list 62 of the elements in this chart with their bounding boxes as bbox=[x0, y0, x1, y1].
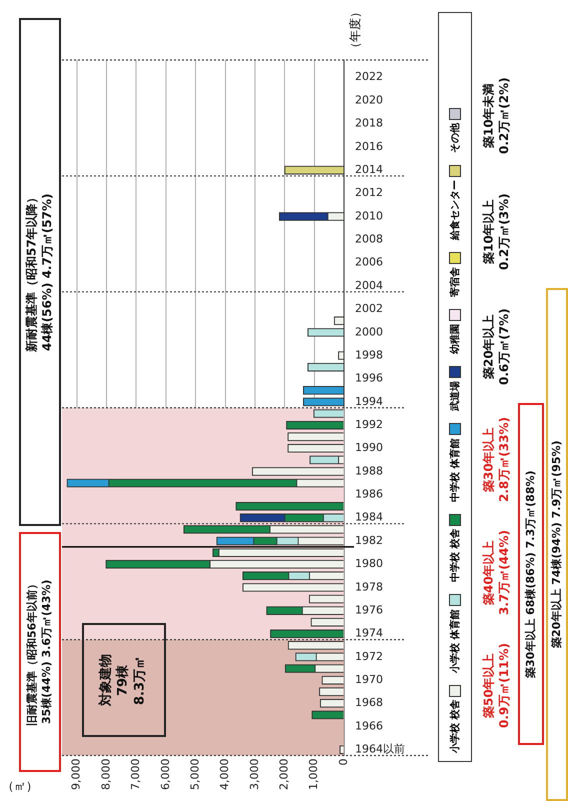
y-tick-label: 2010 bbox=[355, 209, 384, 222]
y-tick-label: 1980 bbox=[355, 557, 384, 570]
y-tick-label: 2006 bbox=[355, 256, 384, 269]
text: 旧耐震基準（昭和56年以前） 35棟(44%) 3.6万㎡(43%) bbox=[19, 532, 61, 772]
y-tick-label: 1970 bbox=[355, 673, 384, 686]
y-tick-label: 2020 bbox=[355, 93, 384, 106]
y-tick-label: 1974 bbox=[355, 626, 384, 640]
y-tick-label: 2016 bbox=[355, 140, 384, 153]
y-tick-label: 2014 bbox=[355, 162, 384, 176]
text: 築10年未満 0.2万㎡(2%) bbox=[480, 76, 512, 156]
legend-label: 武道場 bbox=[448, 381, 462, 412]
y-tick-label: 1996 bbox=[355, 372, 384, 385]
text: 築20年以上 0.6万㎡(7%) bbox=[480, 308, 512, 388]
text: 築20年以上 74棟(94%) 7.9万㎡(95%) bbox=[546, 288, 568, 801]
y-tick-label: 1984 bbox=[355, 510, 384, 524]
legend-label: 小学校 校舎 bbox=[448, 700, 462, 753]
y-tick-label: 1992 bbox=[355, 418, 384, 431]
x-tick-label: 5,000 bbox=[188, 758, 202, 790]
legend-label: 寄宿舎 bbox=[448, 267, 462, 298]
y-tick-label: 1964以前 bbox=[355, 742, 406, 756]
y-tick-label: 2012 bbox=[355, 186, 384, 200]
y-tick-label: 2018 bbox=[355, 116, 384, 130]
y-tick-label: 1972 bbox=[355, 650, 384, 663]
text: 築30年以上 68棟(86%) 7.3万㎡(88%) bbox=[518, 403, 544, 745]
text: 築30年以上 2.8万㎡(33%) bbox=[480, 416, 512, 504]
legend-label: 小学校 体育館 bbox=[448, 609, 462, 673]
text: 新耐震基準（昭和57年以降） 44棟(56%) 4.7万㎡(57%) bbox=[19, 18, 61, 526]
y-tick-label: 2022 bbox=[355, 70, 384, 84]
y-tick-label: 1998 bbox=[355, 348, 384, 362]
y-tick-label: 1990 bbox=[355, 441, 384, 454]
text: 築10年以上 0.2万㎡(3%) bbox=[480, 192, 512, 272]
y-tick-label: 2000 bbox=[355, 325, 384, 338]
x-tick-label: 3,000 bbox=[248, 758, 261, 790]
legend-label: 給食センター bbox=[448, 180, 462, 240]
x-tick-label: 2,000 bbox=[277, 758, 290, 790]
y-tick-label: 1976 bbox=[355, 603, 384, 616]
y-tick-label: 2008 bbox=[355, 232, 384, 246]
legend-label: 幼稚園 bbox=[448, 324, 462, 354]
y-tick-label: 1982 bbox=[355, 534, 384, 547]
x-tick-label: 1,000 bbox=[307, 758, 320, 790]
annotation: 対象建物 79棟 8.3万㎡ bbox=[82, 623, 166, 737]
x-tick-label: 7,000 bbox=[129, 758, 142, 790]
text: 築40年以上 3.7万㎡(44%) bbox=[480, 530, 512, 618]
y-tick-label: 1988 bbox=[355, 464, 384, 478]
y-tick-label: 2004 bbox=[355, 278, 384, 292]
y-tick-label: 1966 bbox=[355, 719, 384, 732]
x-tick-label: 6,000 bbox=[158, 758, 172, 790]
y-tick-label: 1994 bbox=[355, 394, 384, 408]
y-tick-label: 2002 bbox=[355, 302, 384, 316]
x-tick-label: 8,000 bbox=[99, 758, 112, 790]
x-tick-label: 9,000 bbox=[70, 758, 83, 790]
x-axis-title: （㎡） bbox=[2, 778, 38, 795]
y-tick-label: 1978 bbox=[355, 580, 384, 594]
text: 築50年以上 0.9万㎡(11%) bbox=[480, 642, 512, 730]
legend-label: 中学校 体育館 bbox=[448, 438, 462, 502]
y-tick-label: 1968 bbox=[355, 696, 384, 710]
x-tick-label: 0 bbox=[336, 758, 350, 766]
y-tick-label: 1986 bbox=[355, 488, 384, 501]
legend-label: その他 bbox=[448, 123, 462, 154]
legend-label: 中学校 校舎 bbox=[448, 528, 462, 582]
x-tick-label: 4,000 bbox=[218, 758, 232, 790]
y-axis-title: （年度） bbox=[347, 5, 364, 56]
